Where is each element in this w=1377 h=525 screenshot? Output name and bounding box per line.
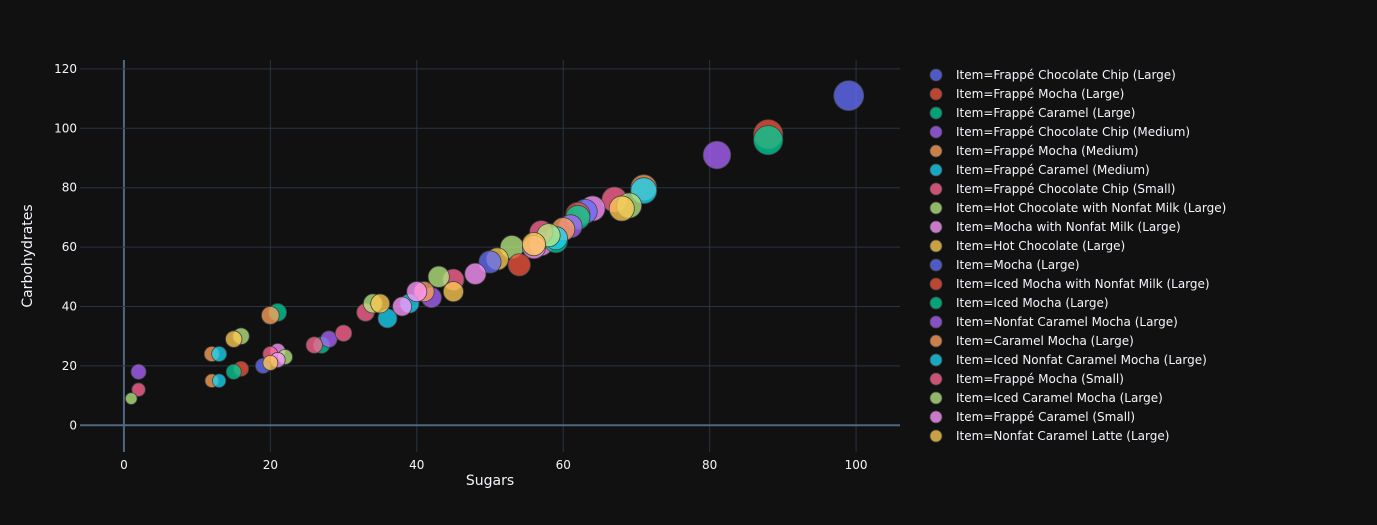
data-point[interactable] <box>392 296 413 317</box>
legend-entry[interactable]: Item=Caramel Mocha (Large) <box>956 334 1134 348</box>
y-tick-label: 80 <box>62 181 77 195</box>
data-point[interactable] <box>211 373 227 388</box>
legend-marker[interactable] <box>929 220 943 234</box>
legend-marker[interactable] <box>929 125 943 139</box>
y-tick-label: 100 <box>54 121 77 135</box>
y-tick-label: 20 <box>62 359 77 373</box>
legend-marker[interactable] <box>929 296 943 310</box>
legend-marker[interactable] <box>929 372 943 386</box>
data-point[interactable] <box>225 363 242 380</box>
legend-entry[interactable]: Item=Hot Chocolate (Large) <box>956 239 1125 253</box>
data-point[interactable] <box>225 330 243 348</box>
legend-marker[interactable] <box>929 144 943 158</box>
data-point[interactable] <box>305 336 323 354</box>
data-point[interactable] <box>320 330 338 348</box>
legend-marker[interactable] <box>929 391 943 405</box>
data-point[interactable] <box>608 195 635 222</box>
data-points <box>125 80 865 405</box>
legend-entry[interactable]: Item=Iced Mocha with Nonfat Milk (Large) <box>956 277 1210 291</box>
legend-entry[interactable]: Item=Frappé Chocolate Chip (Small) <box>956 182 1175 196</box>
legend-marker[interactable] <box>929 239 943 253</box>
x-tick-label: 80 <box>702 458 717 472</box>
data-point[interactable] <box>478 250 502 274</box>
legend-marker[interactable] <box>929 68 943 82</box>
data-point[interactable] <box>753 125 784 156</box>
data-point[interactable] <box>125 392 138 405</box>
legend-marker[interactable] <box>929 258 943 272</box>
data-point[interactable] <box>833 80 865 112</box>
legend-entry[interactable]: Item=Frappé Caramel (Medium) <box>956 163 1150 177</box>
x-tick-label: 100 <box>845 458 868 472</box>
data-point[interactable] <box>262 355 279 371</box>
data-point[interactable] <box>211 346 228 362</box>
y-tick-label: 60 <box>62 240 77 254</box>
data-point[interactable] <box>406 281 428 303</box>
y-axis-title: Carbohydrates <box>20 204 36 307</box>
y-tick-label: 0 <box>69 418 77 432</box>
y-tick-label: 120 <box>54 62 77 76</box>
legend-entry[interactable]: Item=Nonfat Caramel Mocha (Large) <box>956 315 1178 329</box>
legend-entry[interactable]: Item=Frappé Chocolate Chip (Medium) <box>956 125 1190 139</box>
legend-entry[interactable]: Item=Iced Nonfat Caramel Mocha (Large) <box>956 353 1207 367</box>
legend-marker[interactable] <box>929 334 943 348</box>
grid <box>80 60 900 452</box>
legend-entry[interactable]: Item=Hot Chocolate with Nonfat Milk (Lar… <box>956 201 1226 215</box>
legend: Item=Frappé Chocolate Chip (Large) Item=F… <box>929 68 1226 443</box>
legend-marker[interactable] <box>929 353 943 367</box>
x-tick-label: 20 <box>263 458 278 472</box>
data-point[interactable] <box>507 253 531 277</box>
legend-marker[interactable] <box>929 315 943 329</box>
y-tick-label: 40 <box>62 299 77 313</box>
legend-marker[interactable] <box>929 163 943 177</box>
legend-entry[interactable]: Item=Frappé Mocha (Medium) <box>956 144 1139 158</box>
tick-labels: 0 20 40 60 80 100 0 20 40 60 80 100 120 <box>54 62 867 472</box>
data-point[interactable] <box>427 265 450 288</box>
data-point[interactable] <box>370 293 391 314</box>
legend-entry[interactable]: Item=Frappé Mocha (Small) <box>956 372 1124 386</box>
legend-entry[interactable]: Item=Nonfat Caramel Latte (Large) <box>956 429 1169 443</box>
legend-entry[interactable]: Item=Frappé Mocha (Large) <box>956 87 1124 101</box>
legend-entry[interactable]: Item=Iced Mocha (Large) <box>956 296 1109 310</box>
x-tick-label: 0 <box>120 458 128 472</box>
x-axis-title: Sugars <box>466 473 514 489</box>
legend-entry[interactable]: Item=Mocha (Large) <box>956 258 1080 272</box>
data-point[interactable] <box>702 140 732 170</box>
legend-entry[interactable]: Item=Mocha with Nonfat Milk (Large) <box>956 220 1181 234</box>
legend-marker[interactable] <box>929 201 943 215</box>
data-point[interactable] <box>261 306 280 325</box>
legend-marker[interactable] <box>929 277 943 291</box>
legend-entry[interactable]: Item=Frappé Caramel (Small) <box>956 410 1135 424</box>
legend-marker[interactable] <box>929 182 943 196</box>
legend-marker[interactable] <box>929 410 943 424</box>
legend-entry[interactable]: Item=Iced Caramel Mocha (Large) <box>956 391 1163 405</box>
legend-entry[interactable]: Item=Frappé Chocolate Chip (Large) <box>956 68 1176 82</box>
legend-entry[interactable]: Item=Frappé Caramel (Large) <box>956 106 1135 120</box>
data-point[interactable] <box>521 232 546 257</box>
data-point[interactable] <box>442 281 464 303</box>
legend-marker[interactable] <box>929 87 943 101</box>
data-point[interactable] <box>130 363 147 380</box>
x-tick-label: 40 <box>409 458 424 472</box>
data-point[interactable] <box>464 262 487 285</box>
x-tick-label: 60 <box>556 458 571 472</box>
data-point[interactable] <box>131 382 146 397</box>
legend-marker[interactable] <box>929 106 943 120</box>
data-point[interactable] <box>334 324 353 342</box>
legend-marker[interactable] <box>929 429 943 443</box>
